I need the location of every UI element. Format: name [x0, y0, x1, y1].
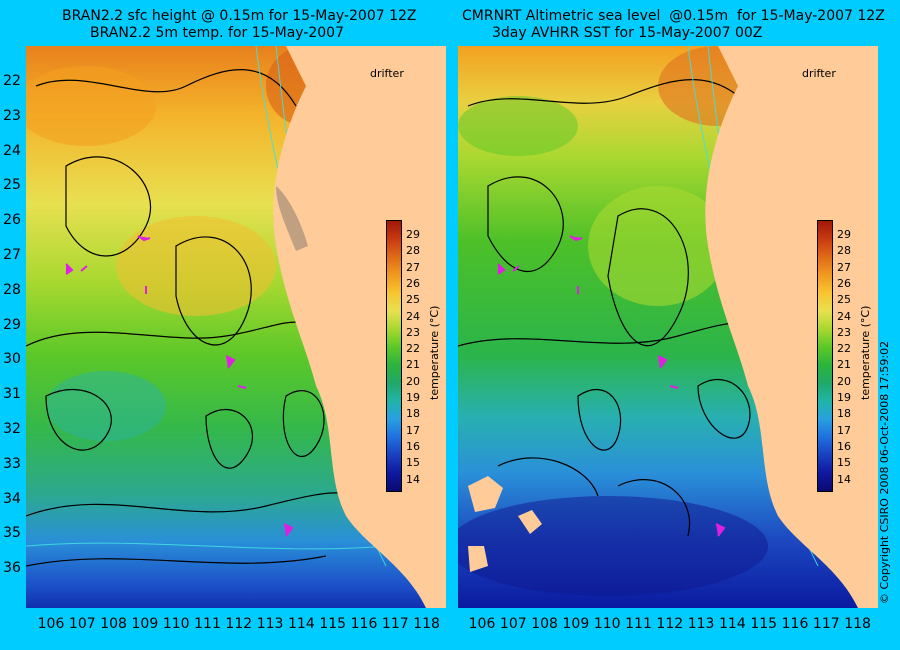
y-tick-label: 22 [3, 73, 21, 89]
colorbar-tick-label: 18 [406, 407, 420, 421]
colorbar-label: temperature (°C) [859, 305, 872, 400]
left-panel-title-line1: BRAN2.2 sfc height @ 0.15m for 15-May-20… [62, 8, 417, 24]
x-tick-label: 111 [625, 616, 652, 632]
x-tick-label: 108 [531, 616, 558, 632]
colorbar-tick-label: 15 [837, 456, 851, 470]
y-tick-label: 28 [3, 281, 21, 298]
x-tick-label: 118 [844, 616, 871, 632]
x-tick-label: 110 [593, 616, 621, 632]
y-tick-label: 32 [3, 421, 21, 437]
colorbar-tick-label: 26 [406, 276, 420, 290]
x-tick-label: 110 [162, 616, 190, 632]
colorbar-tick-label: 29 [406, 228, 420, 241]
colorbar-tick-label: 21 [406, 358, 420, 372]
x-tick-label: 114 [288, 616, 315, 632]
colorbar-tick-label: 19 [837, 391, 851, 404]
colorbar-tick-label: 17 [406, 423, 420, 437]
x-tick-label: 116 [781, 616, 809, 632]
colorbar-tick-label: 22 [837, 342, 851, 356]
y-tick-label: 25 [3, 177, 21, 194]
colorbar-tick-label: 23 [837, 325, 851, 339]
x-tick-label: 115 [750, 616, 778, 632]
x-tick-label: 114 [719, 616, 746, 632]
y-tick-label: 31 [3, 386, 21, 403]
y-tick-label: 35 [3, 525, 21, 542]
x-tick-label: 113 [687, 616, 715, 632]
colorbar-tick-label: 27 [406, 260, 420, 274]
x-tick-label: 106 [37, 616, 65, 632]
colorbar-tick-label: 24 [406, 309, 420, 323]
colorbar-tick-label: 27 [837, 260, 851, 274]
left-panel-title-line2: BRAN2.2 5m temp. for 15-May-2007 [90, 25, 344, 41]
colorbar-tick-label: 20 [837, 374, 851, 388]
colorbar-tick-label: 26 [837, 276, 851, 290]
colorbar-tick-label: 24 [837, 309, 851, 323]
x-tick-label: 111 [194, 616, 221, 632]
colorbar-tick-label: 28 [406, 244, 420, 258]
x-tick-label: 109 [131, 616, 159, 632]
y-tick-label: 30 [3, 351, 21, 368]
left-map [26, 46, 446, 608]
colorbar-label: temperature (°C) [428, 305, 441, 400]
colorbar-tick-label: 14 [406, 472, 420, 486]
y-tick-label: 23 [3, 107, 21, 124]
colorbar-tick-label: 29 [837, 228, 851, 241]
right-drifter-label: drifter [802, 67, 836, 80]
colorbar-tick-label: 16 [406, 439, 420, 453]
colorbar-tick-label: 22 [406, 342, 420, 356]
colorbar-tick-label: 28 [837, 244, 851, 258]
x-tick-label: 117 [812, 616, 840, 632]
colorbar-scale [817, 220, 833, 492]
left-drifter-label: drifter [370, 67, 404, 80]
y-tick-label: 24 [3, 142, 21, 159]
x-tick-label: 106 [468, 616, 496, 632]
x-tick-label: 115 [319, 616, 347, 632]
colorbar-tick-label: 15 [406, 456, 420, 470]
right-panel-title-line2: 3day AVHRR SST for 15-May-2007 00Z [492, 25, 763, 41]
y-tick-label: 33 [3, 455, 21, 472]
right-panel-title-line1: CMRNRT Altimetric sea level @0.15m for 1… [462, 8, 885, 24]
x-tick-label: 108 [100, 616, 127, 632]
colorbar-tick-label: 18 [837, 407, 851, 421]
colorbar-tick-label: 21 [837, 358, 851, 372]
copyright-text: © Copyright CSIRO 2008 06-Oct-2008 17:59… [878, 340, 891, 604]
x-tick-label: 117 [381, 616, 409, 632]
colorbar-tick-label: 20 [406, 374, 420, 388]
colorbar-tick-label: 19 [406, 391, 420, 404]
y-tick-label: 27 [3, 247, 21, 263]
right-map-graphic [458, 46, 878, 608]
x-tick-label: 118 [413, 616, 440, 632]
colorbar-tick-label: 25 [837, 293, 851, 307]
x-tick-label: 107 [68, 616, 96, 632]
y-tick-label: 29 [3, 316, 21, 333]
x-tick-label: 116 [350, 616, 378, 632]
colorbar-tick-label: 25 [406, 293, 420, 307]
colorbar-tick-label: 17 [837, 423, 851, 437]
x-tick-label: 107 [499, 616, 527, 632]
left-map-graphic [26, 46, 446, 608]
y-tick-label: 34 [3, 490, 21, 507]
colorbar-scale [386, 220, 402, 492]
right-map [458, 46, 878, 608]
y-tick-label: 26 [3, 212, 21, 229]
x-tick-label: 113 [256, 616, 284, 632]
colorbar-tick-label: 23 [406, 325, 420, 339]
x-tick-label: 112 [225, 616, 253, 632]
x-tick-label: 109 [562, 616, 590, 632]
colorbar-tick-label: 14 [837, 472, 851, 486]
colorbar-tick-label: 16 [837, 439, 851, 453]
y-tick-label: 36 [3, 560, 21, 577]
x-tick-label: 112 [656, 616, 684, 632]
